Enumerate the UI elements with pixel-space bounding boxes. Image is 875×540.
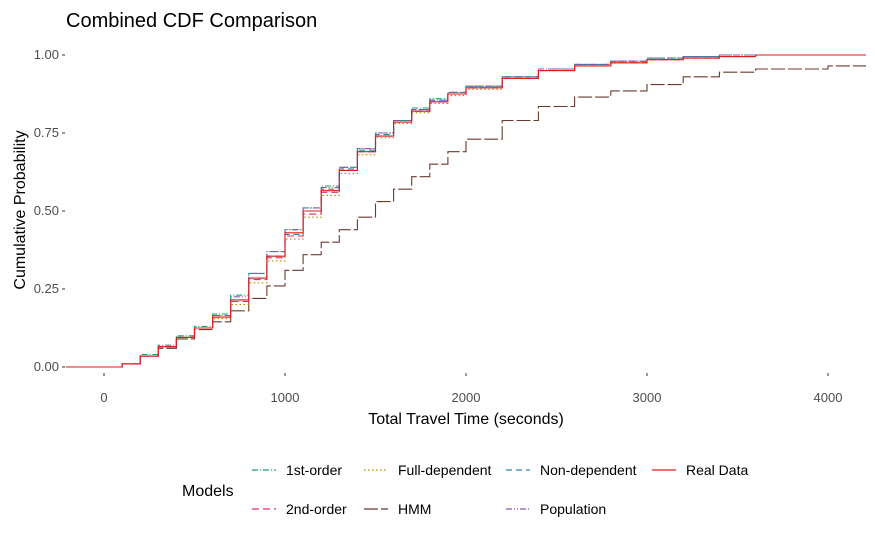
x-axis: 0 1000 2000 3000 4000 (100, 373, 842, 405)
series-line-1st-order (66, 54, 866, 368)
x-axis-label: Total Travel Time (seconds) (368, 411, 564, 428)
series-line-2nd-order (66, 54, 866, 368)
y-tick-label: 1.00 (34, 47, 59, 62)
y-axis-label: Cumulative Probability (12, 130, 29, 289)
y-tick-label: 0.25 (34, 281, 59, 296)
series-line-full-dependent (66, 54, 866, 368)
series-line-non-dependent (66, 54, 866, 368)
x-tick-label: 1000 (271, 390, 300, 405)
legend-label: Non-dependent (540, 462, 637, 478)
y-axis: 0.00 0.25 0.50 0.75 1.00 (34, 47, 65, 374)
legend-label: 1st-order (286, 462, 342, 478)
y-tick-label: 0.50 (34, 203, 59, 218)
x-tick-label: 0 (100, 390, 107, 405)
series-line-population (66, 54, 866, 368)
legend-label: HMM (398, 501, 431, 517)
y-tick-label: 0.75 (34, 125, 59, 140)
x-tick-label: 2000 (452, 390, 481, 405)
legend-title: Models (182, 483, 234, 500)
legend-label: 2nd-order (286, 501, 347, 517)
legend: Models 1st-order 2nd-order Full-dependent H… (182, 462, 748, 517)
legend-label: Real Data (686, 462, 748, 478)
legend-label: Population (540, 501, 606, 517)
x-tick-label: 3000 (633, 390, 662, 405)
series-line-real-data (66, 54, 866, 368)
legend-label: Full-dependent (398, 462, 492, 478)
series-line-hmm (66, 65, 866, 368)
series-layer (66, 54, 866, 368)
y-tick-label: 0.00 (34, 359, 59, 374)
chart-title: Combined CDF Comparison (66, 10, 317, 32)
x-tick-label: 4000 (814, 390, 843, 405)
